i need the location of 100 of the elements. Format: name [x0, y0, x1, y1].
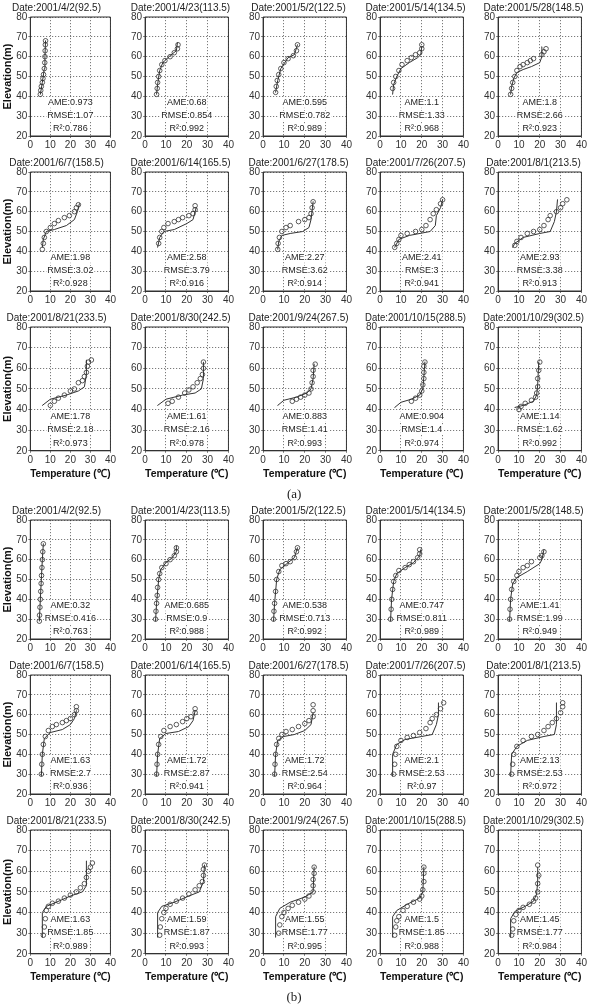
- y-tick-label: 50: [248, 573, 261, 585]
- y-tick-label: 50: [366, 573, 378, 585]
- y-tick-label: 80: [484, 823, 496, 835]
- annotation: AME:1.63: [50, 913, 91, 924]
- x-tick-label: 10: [513, 641, 526, 653]
- chart-title: Date:2001/10/29(302.5): [483, 311, 585, 323]
- y-tick-label: 80: [248, 823, 261, 835]
- annotation: AME:1.41: [520, 600, 560, 611]
- y-tick-label: 20: [248, 947, 261, 959]
- y-tick-label: 20: [16, 444, 28, 456]
- x-tick-label: 0: [142, 796, 149, 808]
- chart-title: Date:2001/6/7(158.5): [9, 156, 104, 168]
- x-tick-label: 20: [64, 138, 77, 150]
- x-axis-title: Temperature (℃): [144, 467, 229, 480]
- x-tick-label: 40: [576, 641, 588, 653]
- chart-title: Date:2001/5/2(122.5): [250, 504, 346, 516]
- x-tick-label: 10: [277, 138, 290, 150]
- x-tick-label: 0: [495, 796, 502, 808]
- x-tick-label: 0: [142, 956, 149, 968]
- x-tick-label: 10: [513, 293, 526, 305]
- y-tick-label: 30: [130, 264, 143, 276]
- y-tick-label: 20: [130, 129, 143, 141]
- x-tick-label: 30: [437, 293, 449, 305]
- x-tick-label: 10: [160, 956, 172, 968]
- annotation: RMSE:3.79: [163, 265, 210, 276]
- y-tick-label: 70: [484, 688, 496, 700]
- annotation: AME:2.58: [166, 252, 207, 263]
- y-tick-label: 60: [484, 708, 496, 720]
- x-tick-label: 30: [201, 453, 214, 465]
- annotation: R²:0.949: [522, 626, 558, 637]
- x-tick-label: 0: [495, 138, 502, 150]
- annotation: AME:1.78: [50, 410, 91, 421]
- y-tick-label: 80: [484, 165, 496, 177]
- y-tick-label: 20: [366, 632, 378, 644]
- x-tick-label: 20: [64, 796, 77, 808]
- y-tick-label: 20: [130, 947, 143, 959]
- y-axis-title: Elevation(m): [0, 858, 13, 925]
- y-tick-label: 40: [16, 748, 28, 760]
- y-tick-label: 50: [366, 885, 378, 897]
- x-tick-label: 0: [377, 641, 384, 653]
- y-tick-label: 80: [366, 165, 378, 177]
- y-tick-label: 70: [484, 30, 496, 42]
- annotation: AME:0.747: [399, 600, 445, 611]
- annotation: AME:0.904: [399, 410, 445, 421]
- y-tick-label: 50: [16, 728, 28, 740]
- annotation: R²:0.993: [287, 437, 322, 448]
- x-tick-label: 30: [84, 956, 97, 968]
- chart-title: Date:2001/5/2(122.5): [250, 1, 346, 13]
- y-tick-label: 60: [16, 553, 28, 565]
- x-tick-label: 0: [495, 453, 502, 465]
- annotation: R²:0.989: [404, 626, 440, 637]
- y-tick-label: 80: [130, 320, 143, 332]
- y-tick-label: 50: [366, 728, 378, 740]
- annotation: AME:2.93: [520, 252, 560, 263]
- y-tick-label: 60: [248, 362, 261, 374]
- x-tick-label: 30: [84, 138, 97, 150]
- y-tick-label: 60: [366, 362, 378, 374]
- y-tick-label: 30: [130, 767, 143, 779]
- x-tick-label: 10: [513, 453, 526, 465]
- y-tick-label: 40: [130, 906, 143, 918]
- y-tick-label: 80: [484, 668, 496, 680]
- text: (b): [285, 989, 303, 1005]
- x-axis-title: Temperature (℃): [144, 970, 229, 983]
- x-tick-label: 0: [377, 293, 384, 305]
- x-tick-label: 10: [160, 641, 172, 653]
- x-tick-label: 30: [319, 956, 332, 968]
- x-tick-label: 10: [395, 641, 408, 653]
- x-tick-label: 0: [142, 293, 149, 305]
- x-tick-label: 10: [395, 138, 408, 150]
- annotation: AME:0.685: [164, 600, 209, 611]
- x-tick-label: 20: [416, 641, 429, 653]
- annotation: R²:0.992: [287, 626, 322, 637]
- y-tick-label: 60: [130, 205, 143, 217]
- x-tick-label: 40: [458, 138, 470, 150]
- annotation: RMSE:2.53: [399, 768, 446, 779]
- y-tick-label: 40: [130, 593, 143, 605]
- annotation: RMSE:1.41: [281, 424, 328, 435]
- y-tick-label: 60: [484, 553, 496, 565]
- annotation: R²:0.941: [404, 278, 440, 289]
- x-tick-label: 40: [340, 138, 353, 150]
- y-tick-label: 80: [484, 320, 496, 332]
- chart-title: Date:2001/8/1(213.5): [486, 659, 581, 671]
- y-tick-label: 70: [130, 533, 143, 545]
- y-tick-label: 50: [248, 728, 261, 740]
- x-axis-title: Temperature (℃): [30, 970, 111, 983]
- chart-title: Date:2001/5/14(134.5): [365, 1, 466, 13]
- x-axis-title: Temperature (℃): [498, 970, 583, 983]
- y-tick-label: 40: [248, 403, 261, 415]
- annotation: R²:0.974: [404, 437, 440, 448]
- x-tick-label: 40: [458, 453, 470, 465]
- y-tick-label: 40: [16, 90, 28, 102]
- y-tick-label: 80: [248, 10, 261, 22]
- y-tick-label: 50: [484, 728, 496, 740]
- y-tick-label: 60: [130, 553, 143, 565]
- chart-title: Date:2001/6/14(165.5): [130, 156, 231, 168]
- y-tick-label: 50: [248, 70, 261, 82]
- y-tick-label: 20: [484, 129, 496, 141]
- x-tick-label: 30: [437, 138, 449, 150]
- chart-title: Date:2001/4/23(113.5): [130, 1, 230, 13]
- y-tick-label: 60: [248, 708, 261, 720]
